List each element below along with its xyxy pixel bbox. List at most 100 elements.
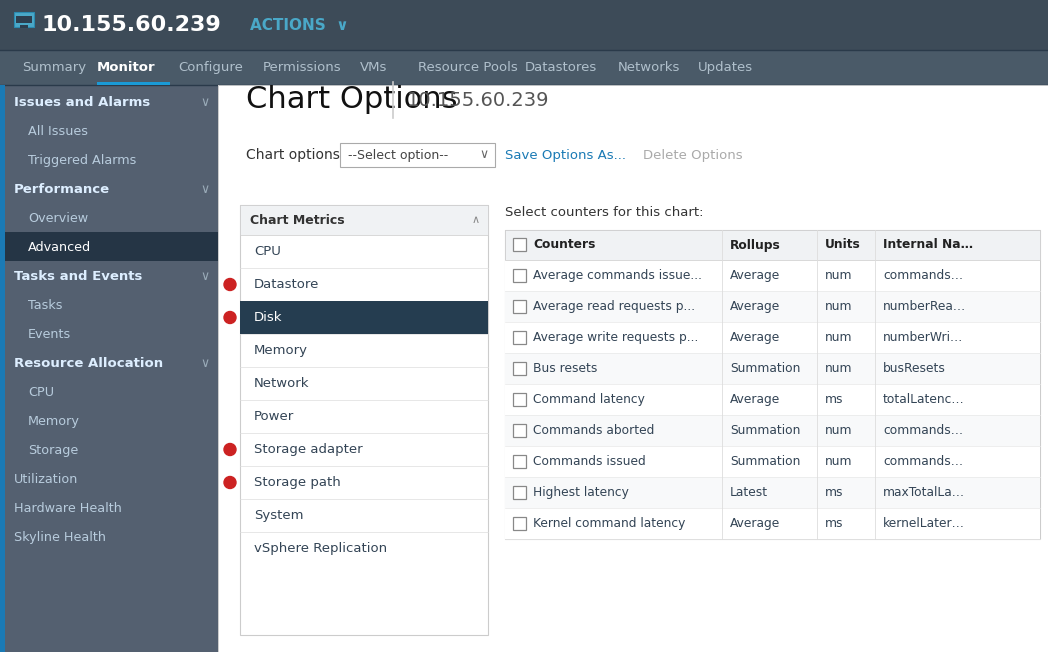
Bar [97,82,170,85]
Text: num: num [825,455,852,468]
Text: Overview: Overview [28,212,88,225]
Text: Issues and Alarms: Issues and Alarms [14,96,150,109]
Text: Storage adapter: Storage adapter [254,443,363,456]
Text: ∧: ∧ [472,215,480,225]
Text: All Issues: All Issues [28,125,88,138]
Text: Permissions: Permissions [263,61,342,74]
Text: Commands aborted: Commands aborted [533,424,654,437]
Circle shape [224,443,236,456]
Bar [514,362,526,375]
Text: ms: ms [825,393,844,406]
Bar [14,12,34,27]
Bar [0,50,1048,85]
Text: Average: Average [730,517,781,530]
Bar [20,25,28,28]
Text: ∨: ∨ [200,96,210,109]
Text: 10.155.60.239: 10.155.60.239 [407,91,549,110]
Text: Summation: Summation [730,362,801,375]
Text: Kernel command latency: Kernel command latency [533,517,685,530]
Text: Average: Average [730,269,781,282]
Text: ms: ms [825,486,844,499]
Text: Average read requests p...: Average read requests p... [533,300,695,313]
Text: Advanced: Advanced [28,241,91,254]
Text: Internal Na…: Internal Na… [883,239,974,252]
Text: Rollups: Rollups [730,239,781,252]
Bar [505,508,1040,539]
Text: busResets: busResets [883,362,946,375]
Text: Average: Average [730,331,781,344]
Text: vSphere Replication: vSphere Replication [254,542,387,555]
Text: num: num [825,424,852,437]
Text: num: num [825,269,852,282]
Bar [505,415,1040,446]
Text: Storage path: Storage path [254,476,341,489]
Text: Average: Average [730,393,781,406]
Bar [505,384,1040,415]
Text: Chart Options: Chart Options [246,85,458,115]
Text: numberWri…: numberWri… [883,331,963,344]
Bar [0,85,5,652]
Text: CPU: CPU [28,386,54,399]
Text: Delete Options: Delete Options [643,149,743,162]
Bar [240,205,488,235]
Text: ms: ms [825,517,844,530]
Text: Summary: Summary [22,61,86,74]
Text: Resource Allocation: Resource Allocation [14,357,163,370]
Text: Networks: Networks [618,61,680,74]
Text: Select counters for this chart:: Select counters for this chart: [505,205,703,218]
Text: Hardware Health: Hardware Health [14,502,122,515]
Text: Latest: Latest [730,486,768,499]
Bar [514,393,526,406]
Bar [5,232,218,261]
Text: Memory: Memory [28,415,80,428]
Bar [514,455,526,468]
Text: System: System [254,509,304,522]
Circle shape [224,278,236,291]
Bar [514,517,526,530]
Text: Storage: Storage [28,444,79,457]
Circle shape [224,477,236,488]
Text: Units: Units [825,239,860,252]
Text: ACTIONS  ∨: ACTIONS ∨ [250,18,349,33]
Text: num: num [825,300,852,313]
Text: 10.155.60.239: 10.155.60.239 [42,15,222,35]
Bar [340,143,495,167]
Bar [514,486,526,499]
Text: --Select option--: --Select option-- [348,149,449,162]
Bar [0,0,1048,50]
Bar [240,205,488,635]
Bar [505,291,1040,322]
Bar [505,230,1040,539]
Text: Tasks and Events: Tasks and Events [14,270,143,283]
Text: Chart options:: Chart options: [246,148,345,162]
Text: Bus resets: Bus resets [533,362,597,375]
Text: Configure: Configure [178,61,243,74]
Text: Command latency: Command latency [533,393,645,406]
Text: maxTotalLa…: maxTotalLa… [883,486,965,499]
Bar [505,322,1040,353]
Text: Commands issued: Commands issued [533,455,646,468]
Bar [514,424,526,437]
Bar [16,16,32,23]
Bar [514,300,526,313]
Text: Chart Metrics: Chart Metrics [250,213,345,226]
Text: Counters: Counters [533,239,595,252]
Text: Monitor: Monitor [97,61,155,74]
Bar [505,477,1040,508]
Text: Updates: Updates [698,61,754,74]
Bar [505,446,1040,477]
Text: numberRea…: numberRea… [883,300,966,313]
Text: Skyline Health: Skyline Health [14,531,106,544]
Bar [0,85,218,652]
Text: Average commands issue...: Average commands issue... [533,269,702,282]
Circle shape [224,312,236,323]
Text: totalLatenc…: totalLatenc… [883,393,964,406]
Text: Triggered Alarms: Triggered Alarms [28,154,136,167]
Text: commands…: commands… [883,424,963,437]
Bar [240,301,488,334]
Bar [505,260,1040,291]
Text: Disk: Disk [254,311,283,324]
Text: ∨: ∨ [200,357,210,370]
Text: Memory: Memory [254,344,308,357]
Bar [514,238,526,251]
